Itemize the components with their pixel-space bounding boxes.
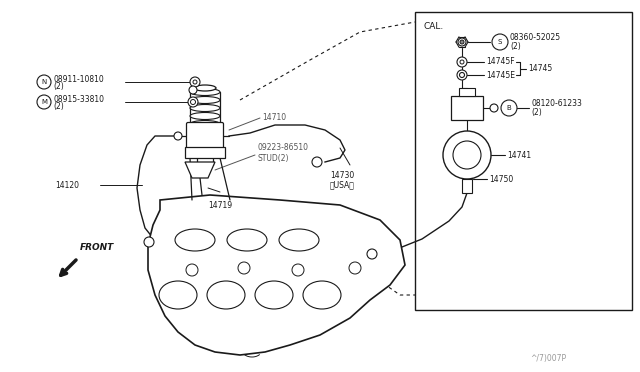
Text: S: S [498,39,502,45]
Ellipse shape [303,281,341,309]
Ellipse shape [194,85,216,91]
Circle shape [292,264,304,276]
Bar [185,147,225,158]
Circle shape [186,264,198,276]
Polygon shape [148,195,405,355]
Circle shape [453,141,481,169]
Circle shape [490,104,498,112]
Text: 14745: 14745 [528,64,552,73]
Ellipse shape [227,229,267,251]
Ellipse shape [190,96,220,103]
Circle shape [501,100,517,116]
Ellipse shape [279,229,319,251]
Circle shape [238,262,250,274]
Text: M: M [41,99,47,105]
Text: N: N [42,79,47,85]
Circle shape [144,237,154,247]
Circle shape [190,77,200,87]
Circle shape [460,60,464,64]
Bar [462,179,472,193]
Text: 14120: 14120 [55,180,79,189]
Circle shape [37,95,51,109]
Ellipse shape [159,281,197,309]
Ellipse shape [190,112,220,119]
Text: 14730: 14730 [330,170,355,180]
Text: 14741: 14741 [507,151,531,160]
Ellipse shape [207,281,245,309]
Circle shape [492,34,508,50]
Text: 09223-86510: 09223-86510 [257,144,308,153]
Text: (2): (2) [53,102,64,110]
Circle shape [457,57,467,67]
Text: (2): (2) [531,108,541,116]
Text: CAL.: CAL. [423,22,444,31]
Bar [459,88,475,96]
Circle shape [460,73,465,77]
Circle shape [367,249,377,259]
Circle shape [37,75,51,89]
Text: 08915-33810: 08915-33810 [53,94,104,103]
Bar [415,12,632,310]
Ellipse shape [190,105,220,112]
Text: 14745E: 14745E [486,71,515,80]
Circle shape [457,70,467,80]
Circle shape [312,157,322,167]
Text: (2): (2) [53,81,64,90]
Ellipse shape [255,281,293,309]
Ellipse shape [175,229,215,251]
Text: ^/7)007P: ^/7)007P [530,353,566,362]
Circle shape [443,131,491,179]
Text: 08911-10810: 08911-10810 [53,74,104,83]
Circle shape [460,40,464,44]
Circle shape [193,80,197,84]
Circle shape [189,86,197,94]
FancyBboxPatch shape [186,122,223,150]
Text: 14719: 14719 [208,201,232,209]
Text: B: B [507,105,511,111]
Text: STUD(2): STUD(2) [257,154,289,163]
Circle shape [188,97,198,107]
Circle shape [191,99,195,105]
Text: 14745F: 14745F [486,58,515,67]
Text: （USA）: （USA） [330,180,355,189]
Ellipse shape [190,89,220,96]
Bar [451,96,483,120]
Polygon shape [185,162,215,178]
Circle shape [458,38,466,46]
Ellipse shape [190,121,220,128]
Text: 14710: 14710 [262,113,286,122]
Text: 14750: 14750 [489,174,513,183]
Text: 08360-52025: 08360-52025 [510,33,561,42]
Circle shape [174,132,182,140]
Text: 08120-61233: 08120-61233 [531,99,582,109]
Text: (2): (2) [510,42,521,51]
Text: FRONT: FRONT [80,244,115,253]
Circle shape [349,262,361,274]
